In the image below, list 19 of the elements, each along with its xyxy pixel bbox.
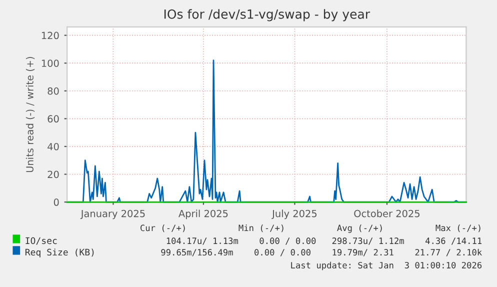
legend-label: Req Size (KB) xyxy=(25,248,94,258)
y-axis-title: Units read (-) / write (+) xyxy=(26,56,35,172)
y-tick-label: 80 xyxy=(48,87,59,95)
y-tick-label: 20 xyxy=(48,170,59,178)
x-tick-label: January 2025 xyxy=(80,210,145,220)
x-tick-label: July 2025 xyxy=(272,210,317,220)
y-tick-label: 0 xyxy=(54,198,59,206)
text: 99.65m/156.49m 0.00 / 0.00 19.79m/ 2.31 21.77 / 2.10k xyxy=(161,248,482,256)
legend-label: IO/sec xyxy=(26,237,57,245)
y-tick-label: 40 xyxy=(48,142,59,150)
y-tick-label: 100 xyxy=(42,60,59,67)
chart-title: IOs for /dev/s1-vg/swap - by year xyxy=(164,9,370,22)
x-tick-label: April 2025 xyxy=(178,210,228,220)
text: Last update: Sat Jan 3 01:00:10 2026 xyxy=(291,262,482,270)
text: 104.17u/ 1.13m 0.00 / 0.00 298.73u/ 1.12m 4.36 /14.11 xyxy=(166,238,482,245)
y-tick-label: 120 xyxy=(42,32,59,40)
x-tick-label: October 2025 xyxy=(354,210,420,218)
y-tick-label: 60 xyxy=(48,115,59,123)
text: Cur (-/+) Min (-/+) Avg (-/+) Max (-/+) xyxy=(140,224,480,233)
